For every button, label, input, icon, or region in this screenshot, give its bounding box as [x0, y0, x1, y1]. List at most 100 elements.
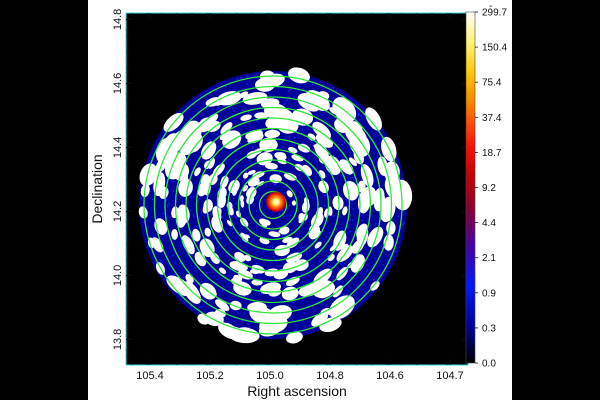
annulus-ring — [206, 138, 340, 272]
mask-ellipse — [312, 121, 331, 140]
mask-ellipse — [238, 91, 249, 99]
annulus-ring — [164, 96, 382, 314]
mask-ellipse — [285, 276, 300, 287]
mask-ellipse — [214, 299, 230, 312]
y-tick-label: 13.8 — [112, 329, 124, 350]
colorbar-label: 0.9 — [482, 288, 496, 299]
colorbar-label: 0.0 — [482, 359, 496, 370]
mask-ellipse — [203, 199, 213, 212]
mask-ellipse — [204, 227, 212, 237]
mask-ellipse — [282, 236, 293, 244]
mask-ellipse — [171, 228, 178, 240]
chart-figure: 105.4 105.2 105.0 104.8 104.6 104.7 13.8 14.0 1… — [88, 0, 512, 400]
colorbar-label: 4.4 — [482, 218, 496, 229]
mask-ellipse — [316, 231, 322, 238]
y-tick-labels: 13.8 14.0 14.2 14.4 14.6 14.8 — [112, 9, 124, 350]
mask-ellipse — [237, 269, 253, 280]
mask-ellipse — [305, 90, 330, 112]
x-tick-label: 104.6 — [376, 370, 404, 382]
mask-ellipse — [250, 268, 261, 274]
colorbar — [465, 11, 476, 364]
mask-ellipse — [200, 174, 211, 187]
mask-ellipse — [247, 301, 267, 313]
mask-ellipse — [264, 129, 281, 139]
mask-ellipse — [361, 186, 377, 207]
mask-ellipse — [179, 133, 199, 156]
annulus-ring — [248, 180, 298, 230]
mask-ellipse — [294, 163, 305, 172]
annulus-ring — [237, 169, 309, 241]
mask-ellipse — [247, 170, 256, 175]
mask-ellipse — [197, 313, 210, 325]
annuli — [143, 75, 403, 335]
colorbar-labels: 299.7 150.4 75.4 37.4 18.7 9.2 4.4 2.1 0.9 0.3 0.0 — [475, 8, 507, 370]
masked-sources — [138, 67, 413, 344]
colorbar-top-label: - — [489, 1, 492, 12]
mask-ellipse — [240, 114, 252, 121]
mask-ellipse — [219, 267, 227, 275]
mask-ellipse — [234, 251, 246, 263]
mask-ellipse — [194, 167, 201, 177]
mask-ellipse — [342, 206, 348, 216]
mask-ellipse — [329, 295, 355, 320]
mask-ellipse — [192, 228, 201, 242]
mask-ellipse — [199, 238, 215, 258]
mask-ellipse — [286, 331, 303, 344]
colorbar-label: 37.4 — [482, 113, 502, 124]
annulus-ring — [185, 117, 361, 293]
mask-ellipse — [265, 162, 278, 170]
mask-ellipse — [218, 322, 239, 340]
mask-ellipse — [365, 107, 382, 131]
mask-ellipse — [348, 157, 357, 167]
mask-ellipse — [297, 143, 311, 153]
y-tick-label: 14.6 — [112, 73, 124, 94]
mask-ellipse — [201, 141, 217, 160]
mask-ellipse — [291, 200, 296, 206]
mask-ellipse — [234, 327, 255, 341]
mask-ellipse — [268, 231, 281, 238]
mask-ellipse — [138, 206, 148, 219]
mask-ellipse — [278, 228, 286, 233]
mask-ellipse — [370, 281, 380, 291]
mask-ellipse — [329, 107, 339, 115]
mask-ellipse — [168, 129, 191, 152]
annulus-ring — [195, 127, 351, 283]
mask-ellipse — [328, 206, 333, 216]
mask-ellipse — [339, 159, 354, 175]
mask-ellipse — [313, 144, 321, 151]
mask-ellipse — [357, 224, 366, 239]
mask-ellipse — [219, 132, 229, 141]
mask-ellipse — [314, 241, 322, 249]
y-axis-title: Declination — [89, 154, 105, 223]
annulus-ring — [227, 159, 319, 251]
x-tick-label: 105.4 — [136, 370, 164, 382]
colorbar-label: 2.1 — [482, 253, 496, 264]
mask-ellipse — [240, 232, 249, 243]
annulus-ring — [216, 148, 330, 262]
central-source — [265, 190, 287, 213]
mask-ellipse — [227, 206, 234, 216]
x-tick-labels: 105.4 105.2 105.0 104.8 104.6 104.7 — [136, 370, 464, 382]
mask-ellipse — [216, 91, 242, 106]
y-tick-label: 14.2 — [112, 201, 124, 222]
mask-ellipse — [181, 235, 195, 255]
mask-ellipse — [243, 255, 252, 262]
annulus-ring — [153, 85, 393, 325]
mask-ellipse — [166, 275, 192, 297]
mask-ellipse — [283, 172, 297, 181]
annulus-ring — [174, 106, 372, 304]
x-tick-label: 105.0 — [256, 370, 284, 382]
y-tick-label: 14.0 — [112, 265, 124, 286]
mask-ellipse — [242, 172, 249, 179]
mask-ellipse — [220, 177, 228, 189]
mask-ellipse — [216, 192, 227, 208]
colorbar-label: 9.2 — [482, 183, 496, 194]
mask-ellipse — [194, 251, 207, 267]
mask-ellipse — [373, 187, 385, 208]
y-tick-label: 14.4 — [112, 137, 124, 158]
x-tick-label: 104.7 — [436, 370, 464, 382]
x-axis-title: Right ascension — [247, 383, 347, 399]
x-tick-label: 105.2 — [196, 370, 224, 382]
mask-ellipse — [286, 237, 300, 249]
mask-ellipse — [244, 234, 251, 239]
